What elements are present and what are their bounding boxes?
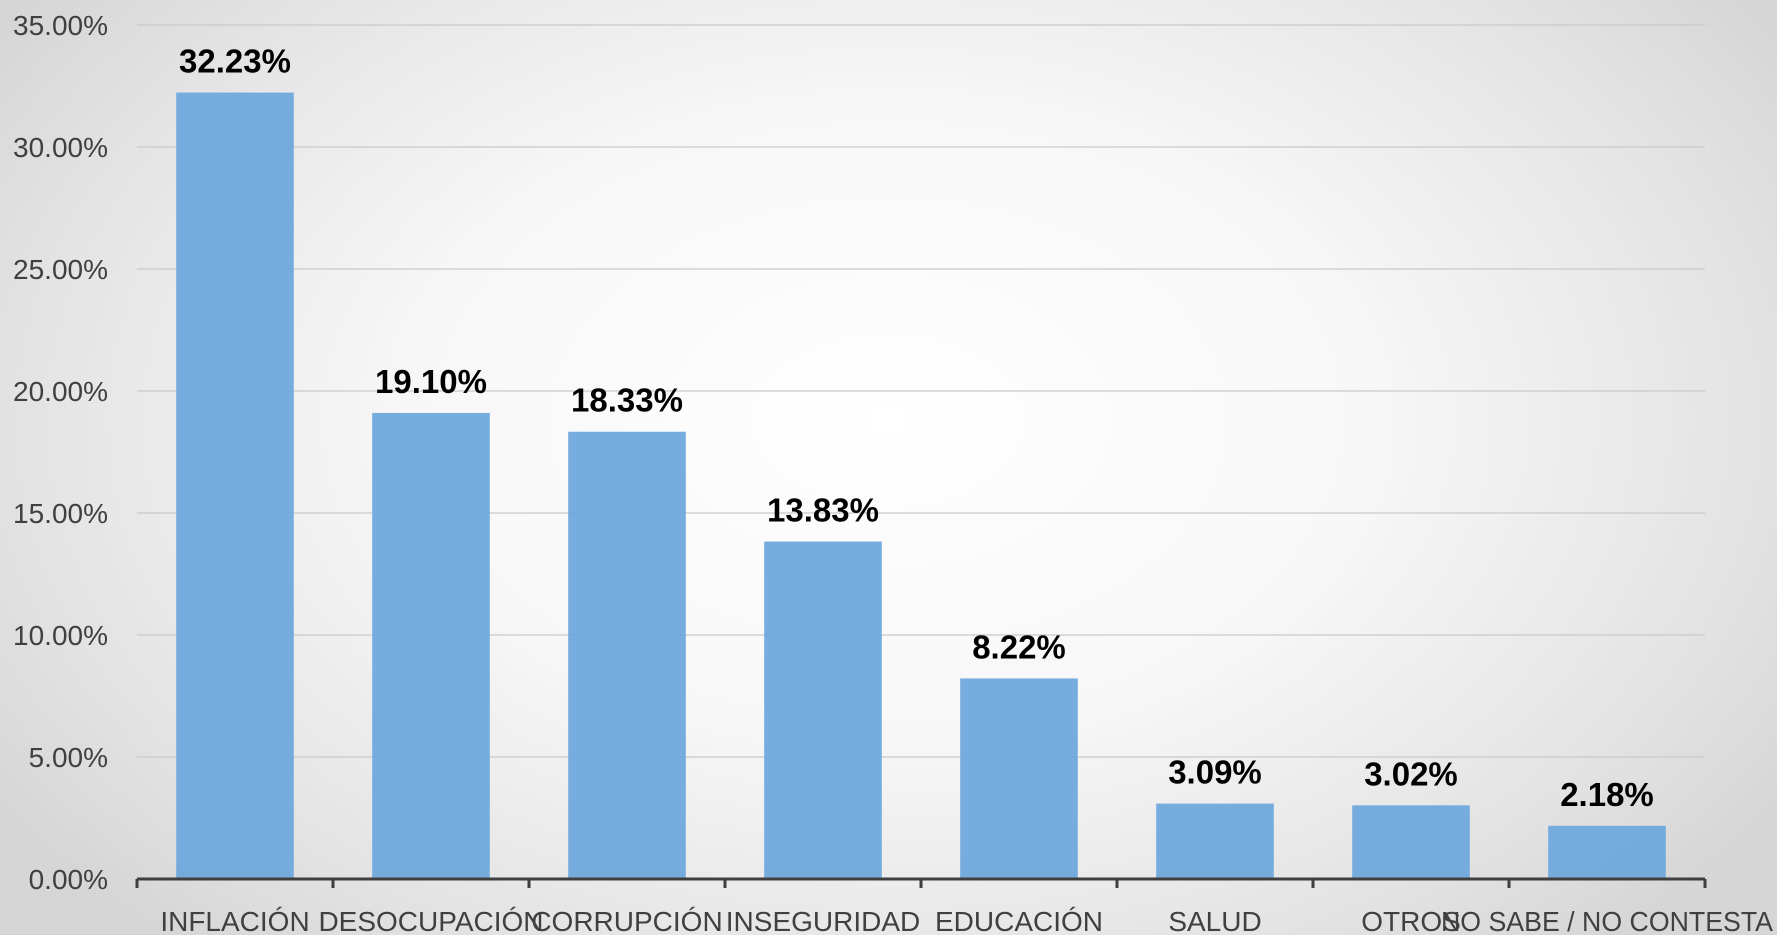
- x-tick-label: NO SABE / NO CONTESTA: [1441, 906, 1773, 935]
- data-label: 2.18%: [1560, 776, 1654, 813]
- data-label: 13.83%: [767, 492, 879, 529]
- data-label: 8.22%: [972, 628, 1066, 665]
- x-tick-label: OTROS: [1361, 906, 1461, 935]
- y-tick-label: 15.00%: [13, 498, 108, 529]
- bar: [372, 412, 490, 879]
- bar: [1548, 825, 1666, 879]
- data-labels: 32.23% 19.10% 18.33% 13.83% 8.22% 3.09% 3.02% 2…: [179, 43, 1654, 813]
- data-label: 18.33%: [571, 382, 683, 419]
- x-tick-label: SALUD: [1168, 906, 1261, 935]
- x-tick-label: DESOCUPACIÓN: [318, 906, 543, 935]
- data-label: 32.23%: [179, 43, 291, 80]
- bar: [1156, 803, 1274, 879]
- data-label: 3.02%: [1364, 755, 1458, 792]
- y-tick-label: 35.00%: [13, 10, 108, 41]
- bar: [568, 431, 686, 879]
- x-tick-label: INFLACIÓN: [160, 906, 309, 935]
- data-label: 3.09%: [1168, 754, 1262, 791]
- y-tick-label: 0.00%: [29, 864, 108, 895]
- data-label: 19.10%: [375, 363, 487, 400]
- y-tick-label: 30.00%: [13, 132, 108, 163]
- y-tick-label: 10.00%: [13, 620, 108, 651]
- y-tick-label: 5.00%: [29, 742, 108, 773]
- bar: [1352, 805, 1470, 879]
- bars: [176, 92, 1666, 879]
- x-tick-label: CORRUPCIÓN: [531, 906, 722, 935]
- bar: [176, 92, 294, 879]
- x-tick-label: INSEGURIDAD: [726, 906, 920, 935]
- y-axis-tick-labels: 0.00% 5.00% 10.00% 15.00% 20.00% 25.00% 30.00%…: [13, 10, 108, 895]
- y-tick-label: 25.00%: [13, 254, 108, 285]
- x-tick-label: EDUCACIÓN: [935, 906, 1103, 935]
- bar: [764, 541, 882, 879]
- bar: [960, 678, 1078, 879]
- y-tick-label: 20.00%: [13, 376, 108, 407]
- x-axis: [135, 877, 1707, 888]
